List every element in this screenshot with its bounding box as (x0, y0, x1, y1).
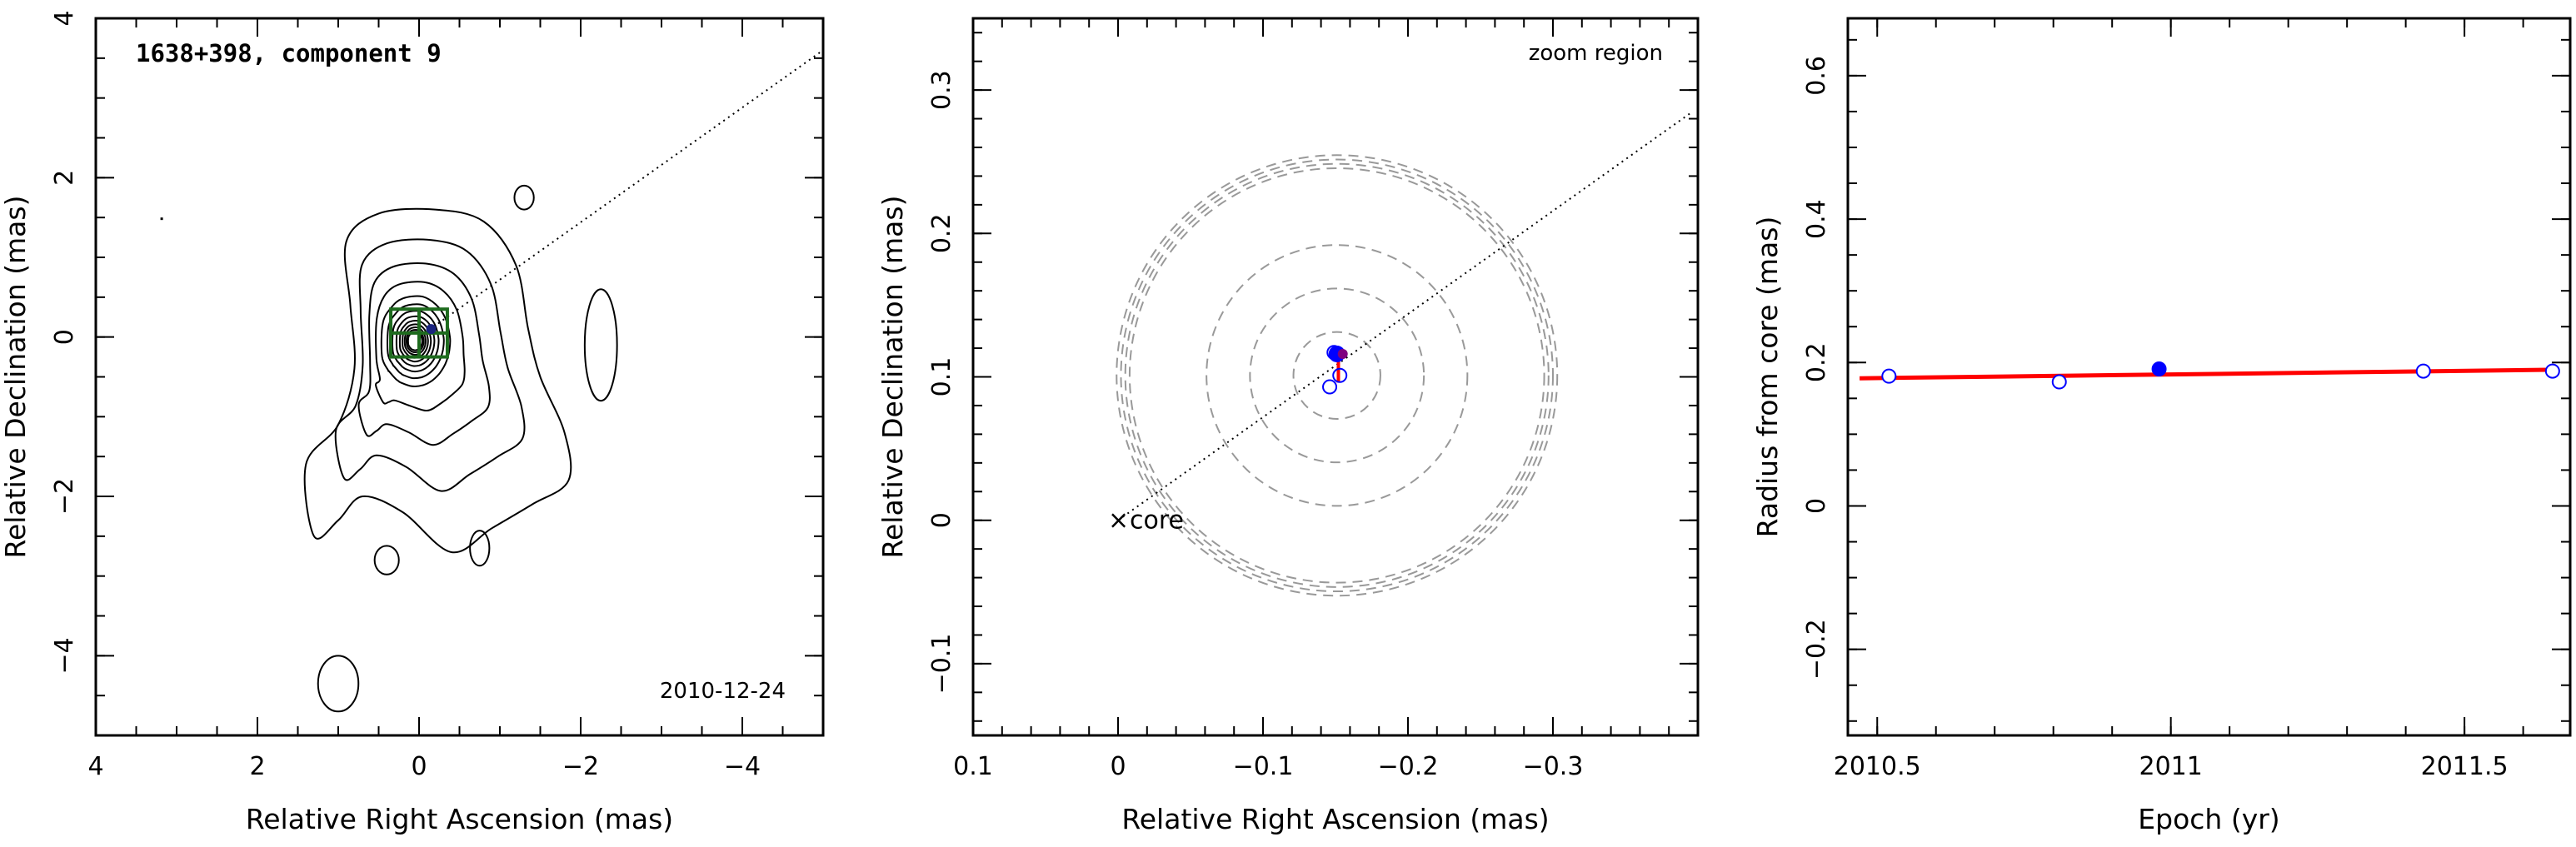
y-tick-label: 0.3 (927, 70, 956, 110)
uncertainty-circle (1292, 331, 1381, 420)
x-axis-label: Epoch (yr) (2138, 803, 2279, 835)
contour-island (317, 655, 360, 713)
y-tick-label: 0 (50, 329, 79, 345)
x-tick-label: 0 (411, 752, 427, 781)
y-tick-label: 0.4 (1802, 199, 1831, 239)
core-marker: × (1108, 506, 1129, 536)
position-point (1322, 379, 1338, 395)
x-tick-label: 0 (1110, 752, 1126, 781)
x-tick-label: −4 (724, 752, 761, 781)
contour-island (373, 545, 400, 575)
radius-point (2151, 361, 2167, 377)
y-tick-label: 0.2 (927, 213, 956, 253)
fit-line (1860, 367, 2559, 381)
y-tick-label: 4 (50, 10, 79, 26)
position-point-filled (1337, 348, 1348, 359)
panel-radius-vs-epoch: 2010.5 2011 2011.5 −0.2 0 0.2 0.4 0.6 Epoch (yr… (1751, 17, 2572, 835)
radius-points (1881, 361, 2560, 390)
component-dot (426, 324, 437, 335)
position-point (1332, 367, 1348, 383)
axis-ticks: 0.1 0 −0.1 −0.2 −0.3 −0.1 0 0.1 0.2 0.3 (927, 18, 1698, 781)
panel-zoom-region: 0.1 0 −0.1 −0.2 −0.3 −0.1 0 0.1 0.2 0.3 zoom regi… (876, 17, 1700, 835)
x-tick-label: 0.1 (953, 752, 993, 781)
contour-line (303, 207, 572, 554)
y-tick-label: 0.1 (927, 357, 956, 397)
x-tick-label: −2 (562, 752, 599, 781)
x-tick-label: −0.1 (1233, 752, 1294, 781)
y-tick-label: −0.2 (1802, 619, 1831, 680)
contour-line (375, 281, 466, 412)
x-tick-label: 2011.5 (2421, 752, 2509, 781)
x-axis-label: Relative Right Ascension (mas) (1121, 803, 1549, 835)
contour-line (391, 310, 440, 373)
component-box (389, 307, 449, 359)
date-label: 2010-12-24 (660, 679, 786, 704)
contour-lines (303, 207, 572, 554)
y-tick-label: 0 (927, 512, 956, 528)
contour-islands (317, 184, 618, 713)
x-tick-label: 2 (249, 752, 265, 781)
x-tick-label: 2010.5 (1834, 752, 1921, 781)
y-axis-label: Radius from core (mas) (1751, 217, 1784, 538)
contour-line (387, 303, 445, 380)
panel-contour-map: 4 2 0 −2 −4 −4 −2 0 2 4 1638+398, component 9 201… (0, 10, 825, 835)
jet-direction-line (418, 49, 824, 338)
plot-frame (1846, 17, 2572, 737)
radius-point (1881, 368, 1897, 384)
y-tick-label: 0 (1802, 498, 1831, 514)
uncertainty-circle (1249, 287, 1425, 464)
plot-frame (971, 17, 1700, 737)
y-tick-label: −0.1 (927, 633, 956, 694)
beam-marker (160, 217, 163, 221)
y-axis-label: Relative Declination (mas) (0, 196, 32, 559)
contour-island (513, 184, 535, 211)
radius-point (2051, 374, 2067, 390)
contour-island (583, 288, 618, 402)
plot-frame (94, 17, 825, 737)
x-tick-label: −0.2 (1378, 752, 1439, 781)
x-tick-label: 2011 (2139, 752, 2203, 781)
y-tick-label: 0.6 (1802, 56, 1831, 96)
axis-ticks: 4 2 0 −2 −4 −4 −2 0 2 4 (50, 10, 823, 781)
y-tick-label: −4 (50, 637, 79, 674)
y-axis-label: Relative Declination (mas) (876, 196, 909, 559)
uncertainty-circle (1124, 162, 1550, 588)
core-label: core (1130, 506, 1184, 536)
contour-island (469, 530, 491, 567)
contour-line (357, 262, 491, 446)
panel-title: 1638+398, component 9 (136, 39, 442, 67)
uncertainty-circles (1116, 154, 1559, 597)
uncertainty-circle (1116, 154, 1559, 597)
x-tick-label: −0.3 (1523, 752, 1584, 781)
uncertainty-circle (1206, 244, 1469, 507)
radius-point (2544, 363, 2560, 379)
x-axis-label: Relative Right Ascension (mas) (246, 803, 673, 835)
component-positions (1322, 345, 1348, 395)
y-tick-label: −2 (50, 478, 79, 515)
component-position-marker (426, 324, 437, 335)
radius-point (2415, 363, 2431, 379)
contour-line (398, 320, 432, 363)
uncertainty-circle (1120, 158, 1554, 593)
axis-ticks: 2010.5 2011 2011.5 −0.2 0 0.2 0.4 0.6 (1802, 18, 2570, 781)
y-tick-label: 2 (50, 170, 79, 186)
x-tick-label: 4 (87, 752, 103, 781)
zoom-region-label: zoom region (1529, 41, 1663, 66)
uncertainty-circle (1128, 167, 1545, 584)
jet-direction-line (1117, 112, 1691, 521)
contour-line (334, 238, 526, 492)
y-tick-label: 0.2 (1802, 342, 1831, 382)
